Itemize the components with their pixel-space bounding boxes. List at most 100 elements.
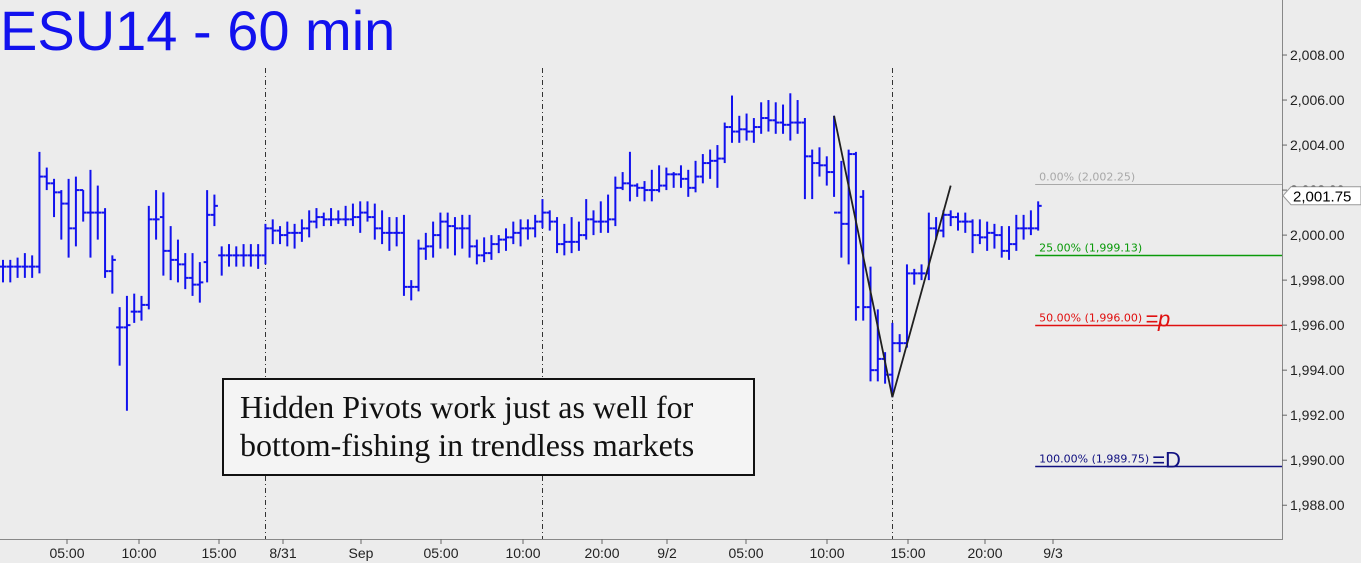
ohlc-bar — [1005, 226, 1013, 260]
ohlc-bar — [633, 183, 641, 197]
ohlc-bar — [320, 212, 328, 227]
fib-tag-100: =D — [1152, 448, 1181, 473]
ohlc-bar — [1034, 201, 1042, 231]
ohlc-bar — [524, 219, 532, 240]
ohlc-bar — [954, 212, 962, 231]
ohlc-bar — [867, 266, 875, 382]
ohlc-bar — [50, 178, 58, 218]
price-tick-label: 2,000.00 — [1290, 227, 1345, 243]
ohlc-bar — [14, 257, 22, 278]
time-tick-label: 05:00 — [728, 545, 763, 561]
ohlc-bar — [947, 210, 955, 227]
ohlc-bar — [1012, 214, 1020, 251]
ohlc-bar — [662, 167, 670, 191]
ohlc-bar — [407, 280, 415, 301]
price-tick-label: 2,008.00 — [1290, 47, 1345, 63]
ohlc-bar — [801, 118, 809, 200]
fib-label-25: 25.00% (1,999.13) — [1039, 242, 1142, 255]
ohlc-bar — [757, 102, 765, 134]
ohlc-bar — [852, 151, 860, 321]
ohlc-bar — [619, 172, 627, 191]
time-tick-label: 20:00 — [584, 545, 619, 561]
ohlc-bar — [998, 226, 1006, 258]
ohlc-bar — [874, 309, 882, 382]
ohlc-bar — [167, 226, 175, 281]
ohlc-bar — [334, 210, 342, 224]
ohlc-bar — [400, 214, 408, 296]
annotation-line-2: bottom-fishing in trendless markets — [240, 427, 695, 463]
ohlc-bar — [487, 235, 495, 260]
ohlc-bar — [794, 100, 802, 134]
ohlc-bar — [764, 100, 772, 132]
ohlc-bar — [415, 239, 423, 292]
ohlc-bar — [283, 221, 291, 247]
ohlc-bar — [108, 255, 116, 294]
time-tick-label: 20:00 — [967, 545, 1002, 561]
ohlc-bar — [43, 167, 51, 191]
time-tick-label: 10:00 — [505, 545, 540, 561]
ohlc-bar — [538, 199, 546, 229]
ohlc-bar — [502, 228, 510, 251]
time-tick-label: 10:00 — [121, 545, 156, 561]
ohlc-bar — [830, 115, 838, 214]
price-tick-label: 1,996.00 — [1290, 317, 1345, 333]
ohlc-bar — [65, 178, 73, 258]
ohlc-bar — [597, 201, 605, 233]
price-tick-label: 1,992.00 — [1290, 407, 1345, 423]
ohlc-bar — [983, 221, 991, 251]
ohlc-bar — [269, 219, 277, 245]
chart-title: ESU14 - 60 min — [0, 0, 396, 62]
ohlc-bar — [823, 156, 831, 186]
ohlc-bar — [815, 147, 823, 177]
ohlc-bar — [145, 205, 153, 310]
ohlc-bar — [218, 246, 226, 276]
ohlc-bar — [57, 190, 65, 240]
ohlc-bar — [451, 217, 459, 256]
ohlc-bar — [713, 145, 721, 188]
time-tick-label: 9/3 — [1043, 545, 1063, 561]
ohlc-bar — [225, 244, 233, 267]
time-tick-label: 05:00 — [49, 545, 84, 561]
ohlc-bar — [276, 226, 284, 245]
ohlc-bar — [582, 199, 590, 240]
last-price-marker — [1282, 186, 1361, 206]
fib-levels: 0.00% (2,002.25) 25.00% (1,999.13) 50.00% … — [1035, 171, 1282, 473]
ohlc-bar — [79, 189, 87, 222]
ohlc-bar — [261, 223, 269, 265]
ohlc-bar — [181, 253, 189, 290]
abc-pattern-line — [833, 115, 952, 398]
ohlc-bar — [706, 149, 714, 179]
ohlc-bar — [327, 208, 335, 227]
ohlc-bar — [6, 259, 14, 283]
ohlc-bar — [436, 212, 444, 249]
ohlc-bar — [356, 201, 364, 233]
ohlc-bar — [531, 214, 539, 238]
ohlc-bar — [918, 264, 926, 281]
ohlc-bar — [589, 210, 597, 236]
ohlc-bar — [232, 246, 240, 267]
ohlc-bar — [101, 208, 109, 278]
ohlc-bar — [509, 221, 517, 245]
ohlc-bar — [123, 295, 131, 411]
ohlc-bar — [159, 192, 167, 276]
ohlc-bar — [35, 151, 43, 274]
ohlc-bar — [721, 122, 729, 164]
ohlc-bar — [174, 239, 182, 283]
ohlc-bar — [0, 259, 7, 283]
ohlc-bar — [116, 307, 124, 366]
ohlc-bar — [1020, 214, 1028, 240]
ohlc-bar — [568, 217, 576, 254]
ohlc-bar — [961, 212, 969, 233]
ohlc-bar — [888, 322, 896, 398]
ohlc-bar — [969, 219, 977, 254]
ohlc-bar — [364, 201, 371, 222]
ohlc-bar — [349, 203, 357, 227]
ohlc-bar — [86, 169, 94, 258]
ohlc-bar — [21, 253, 29, 278]
ohlc-bar — [728, 95, 736, 143]
ohlc-bar — [138, 295, 146, 321]
ohlc-bar — [466, 214, 474, 258]
ohlc-bar — [641, 181, 649, 202]
ohlc-bar — [254, 244, 262, 269]
